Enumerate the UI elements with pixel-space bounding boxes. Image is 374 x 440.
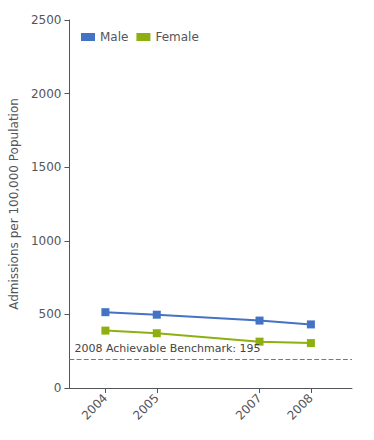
svg-text:2500: 2500 xyxy=(31,13,62,27)
svg-text:1500: 1500 xyxy=(31,160,62,174)
svg-text:500: 500 xyxy=(39,307,62,321)
svg-text:0: 0 xyxy=(54,381,62,395)
svg-text:Male: Male xyxy=(100,30,128,44)
svg-text:2000: 2000 xyxy=(31,87,62,101)
svg-text:1000: 1000 xyxy=(31,234,62,248)
svg-text:2005: 2005 xyxy=(130,391,161,422)
svg-text:2007: 2007 xyxy=(233,391,264,422)
svg-text:2004: 2004 xyxy=(79,391,110,422)
svg-text:2008: 2008 xyxy=(284,391,315,422)
svg-text:2008 Achievable Benchmark: 195: 2008 Achievable Benchmark: 195 xyxy=(74,342,260,355)
svg-text:Admissions per 100,000 Populat: Admissions per 100,000 Population xyxy=(7,98,21,310)
svg-text:Female: Female xyxy=(155,30,198,44)
